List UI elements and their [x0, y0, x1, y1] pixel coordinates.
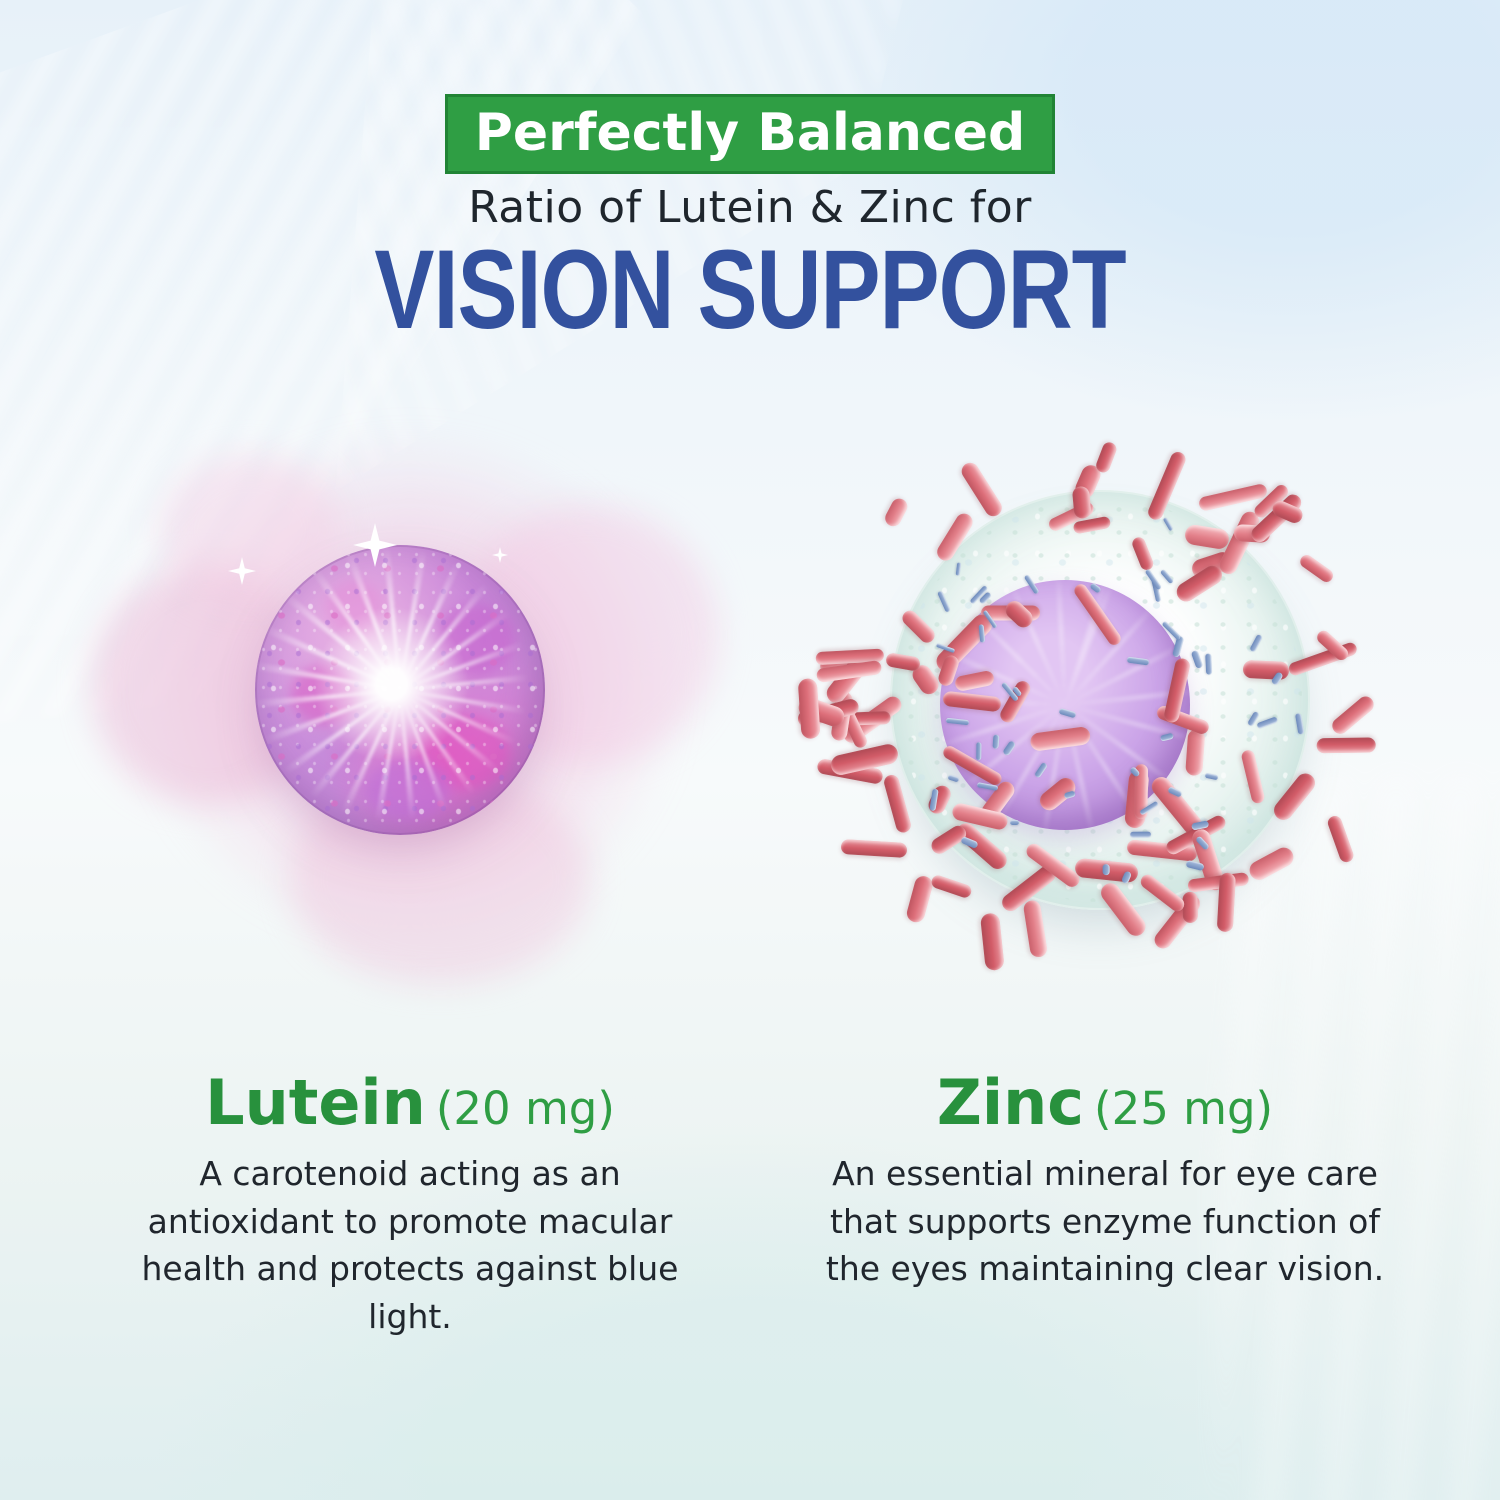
red-capsule: [1326, 813, 1356, 863]
title-wrap: VISION SUPPORT: [0, 234, 1500, 356]
blue-rod: [1009, 819, 1019, 825]
red-capsule: [1183, 523, 1231, 551]
blue-rod: [1126, 656, 1149, 665]
red-capsule: [1297, 552, 1336, 586]
blue-rod: [1162, 517, 1174, 532]
blue-rod: [1002, 739, 1017, 756]
blue-rod: [1159, 568, 1174, 584]
badge-perfectly-balanced: Perfectly Balanced: [444, 94, 1056, 174]
red-capsule: [796, 678, 821, 740]
sparkle-icon: [228, 557, 256, 585]
blue-rod: [1034, 761, 1049, 779]
red-capsule: [882, 495, 911, 528]
red-capsule: [1145, 449, 1188, 522]
red-capsule: [1184, 728, 1205, 776]
red-capsule: [1269, 769, 1319, 825]
red-capsule: [1317, 737, 1377, 754]
blue-rod: [992, 734, 1000, 749]
sparkle-icon: [492, 547, 508, 563]
lutein-cell-sphere: [255, 545, 545, 835]
lutein-section: Lutein (20 mg) A carotenoid acting as an …: [100, 1072, 720, 1340]
blue-rod: [1256, 716, 1278, 730]
red-capsule: [1001, 596, 1036, 631]
ingredient-name: Zinc: [936, 1066, 1085, 1139]
header: Perfectly Balanced Ratio of Lutein & Zin…: [0, 94, 1500, 356]
red-capsule: [1021, 898, 1048, 958]
red-capsule: [885, 651, 922, 672]
lutein-heading: Lutein (20 mg): [100, 1072, 720, 1134]
blue-rod: [947, 774, 961, 782]
red-capsule: [934, 510, 976, 564]
red-capsule: [1155, 703, 1211, 736]
red-capsule: [904, 873, 935, 924]
red-capsule: [1071, 485, 1092, 519]
ingredient-description: An essential mineral for eye care that s…: [825, 1154, 1385, 1289]
blue-rod: [946, 717, 970, 725]
red-capsule: [1182, 892, 1198, 924]
blue-rod: [1295, 712, 1305, 735]
ingredient-name: Lutein: [205, 1066, 426, 1139]
blue-rod: [1023, 574, 1040, 596]
red-capsule: [1138, 872, 1188, 915]
ingredient-description: A carotenoid acting as an antioxidant to…: [141, 1154, 679, 1336]
blue-rod: [1161, 620, 1181, 640]
zinc-heading: Zinc (25 mg): [795, 1072, 1415, 1134]
zinc-section: Zinc (25 mg) An essential mineral for eye…: [795, 1072, 1415, 1293]
red-capsule: [929, 873, 973, 899]
blue-rod: [1248, 634, 1263, 653]
red-capsule: [1239, 749, 1266, 805]
blue-rod: [1129, 831, 1151, 838]
zinc-cell-illustration: [795, 400, 1395, 1000]
page-title: VISION SUPPORT: [374, 228, 1126, 354]
blue-rod: [1204, 653, 1213, 675]
blue-rod: [1204, 772, 1219, 781]
ingredient-dose: (25 mg): [1094, 1082, 1274, 1135]
red-capsule: [953, 669, 995, 692]
red-capsule: [941, 690, 1001, 713]
blue-rod: [1190, 649, 1204, 669]
red-capsule: [1245, 844, 1297, 884]
blue-rod: [956, 562, 962, 576]
red-capsule: [1130, 534, 1155, 571]
red-capsule: [899, 607, 938, 646]
capsule-scatter: [795, 400, 1395, 1000]
red-capsule: [958, 459, 1005, 519]
lutein-cell-illustration: [92, 395, 718, 995]
red-capsule: [1028, 725, 1091, 752]
red-capsule: [941, 744, 1004, 788]
blue-rod: [937, 590, 951, 613]
ingredient-dose: (20 mg): [435, 1082, 615, 1135]
red-capsule: [1093, 440, 1118, 474]
red-capsule: [1097, 878, 1149, 939]
red-capsule: [1242, 659, 1290, 680]
blue-rod: [1058, 707, 1076, 719]
red-capsule: [1216, 872, 1236, 932]
blue-rod: [976, 742, 982, 761]
blue-rod: [1159, 732, 1175, 743]
red-capsule: [1328, 693, 1378, 738]
red-capsule: [979, 912, 1005, 971]
blue-rod: [1103, 863, 1110, 875]
red-capsule: [840, 839, 908, 859]
subtitle: Ratio of Lutein & Zinc for: [468, 182, 1032, 233]
red-capsule: [882, 773, 913, 835]
blue-rod: [1088, 582, 1102, 594]
starburst-core-glow: [255, 545, 545, 835]
